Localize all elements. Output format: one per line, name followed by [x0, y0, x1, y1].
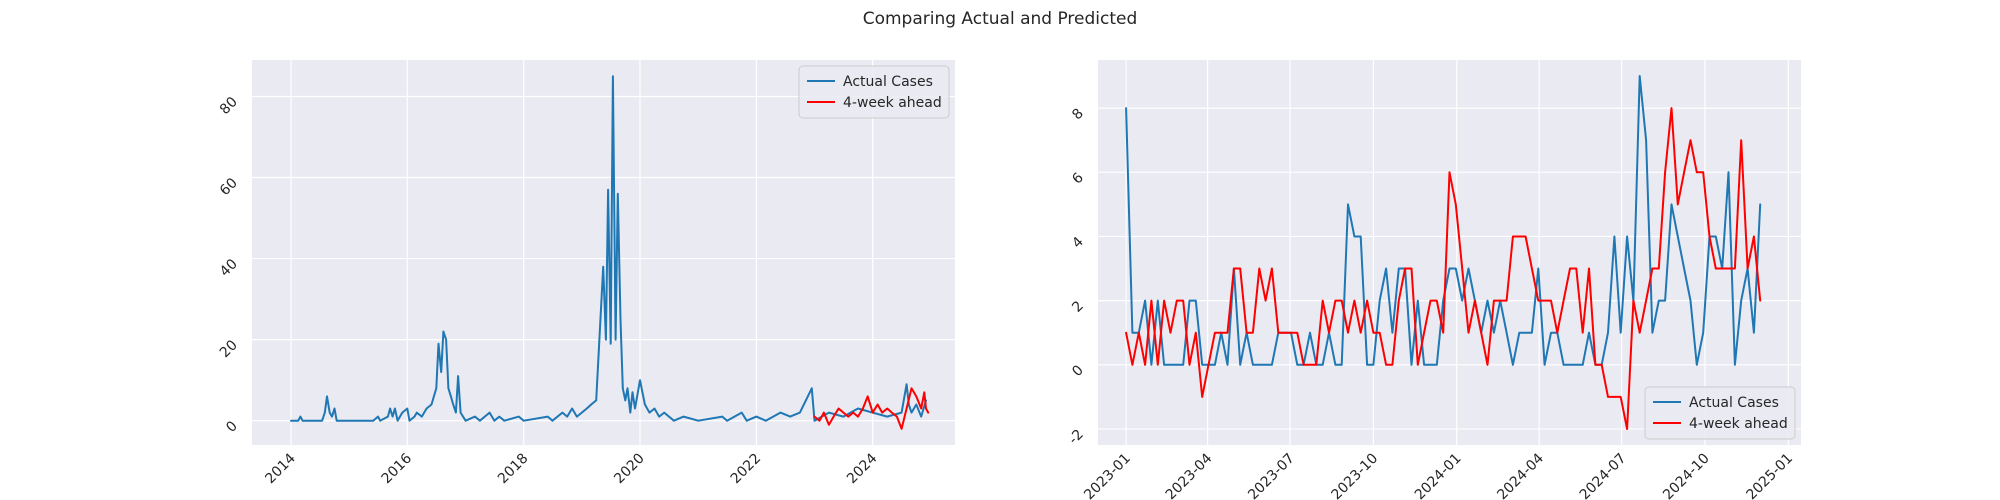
x-tick-label: 2025-01: [1743, 451, 1796, 500]
x-tick-label: 2024: [844, 450, 881, 487]
y-tick-label: 8: [1069, 106, 1087, 124]
y-tick-label: -2: [1066, 426, 1087, 447]
y-tick-label: 80: [217, 94, 241, 118]
x-tick-label: 2020: [611, 451, 648, 488]
x-tick-label: 2023-01: [1081, 451, 1134, 500]
legend: Actual Cases 4-week ahead: [1644, 386, 1796, 440]
y-tick-label: 0: [1069, 362, 1087, 380]
x-tick-label: 2014: [262, 450, 299, 487]
x-tick-label: 2018: [495, 451, 532, 488]
y-tick-label: 20: [217, 337, 241, 361]
y-tick-label: 6: [1069, 170, 1087, 188]
x-tick-label: 2024-07: [1577, 451, 1630, 500]
legend-box: [798, 65, 950, 119]
figure-title: Comparing Actual and Predicted: [863, 9, 1138, 29]
four-week-ahead-line: [813, 387, 930, 430]
x-tick-label: 2024-01: [1412, 451, 1465, 500]
x-tick-label: 2022: [728, 451, 765, 488]
legend-label: Actual Cases: [1689, 395, 1779, 411]
legend-box: [1644, 386, 1796, 440]
plot-area: [1098, 60, 1801, 445]
x-tick-label: 2023-10: [1329, 451, 1382, 500]
y-tick-label: 40: [217, 256, 241, 280]
legend-label: Actual Cases: [843, 74, 933, 90]
y-tick-label: 4: [1069, 234, 1087, 252]
y-tick-label: 0: [223, 418, 241, 436]
x-tick-label: 2023-07: [1245, 451, 1298, 500]
legend-label: 4-week ahead: [843, 95, 942, 111]
x-tick-label: 2016: [379, 450, 416, 487]
x-tick-label: 2023-04: [1163, 450, 1216, 500]
actual-cases-line: [290, 75, 927, 422]
legend-label: 4-week ahead: [1689, 416, 1788, 432]
left-chart: 2014 2016 2018 2020 2022 2024 0 20 40 60 80 Actual …: [217, 60, 955, 487]
x-tick-label: 2024-04: [1494, 450, 1547, 500]
plot-area: [252, 60, 955, 445]
four-week-ahead-line: [1125, 107, 1762, 430]
y-tick-label: 60: [217, 175, 241, 199]
right-chart: 2023-01 2023-04 2023-07 2023-10 2024-01 2024-…: [1066, 60, 1801, 500]
actual-cases-line: [1125, 75, 1762, 366]
legend: Actual Cases 4-week ahead: [798, 65, 950, 119]
y-tick-label: 2: [1069, 298, 1087, 316]
x-tick-label: 2024-10: [1660, 451, 1713, 500]
